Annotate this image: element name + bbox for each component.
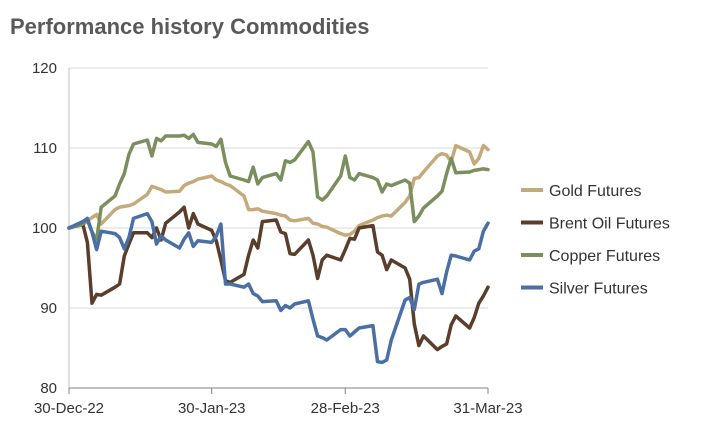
- series-line-brent-oil-futures: [67, 205, 490, 352]
- legend: Gold Futures Brent Oil Futures Copper Futu…: [521, 183, 670, 298]
- legend-label-copper-futures: Copper Futures: [549, 248, 660, 265]
- series-line-silver-futures: [67, 211, 490, 365]
- gridlines: [69, 67, 488, 309]
- series-line-gold-futures: [67, 143, 490, 237]
- y-tick-label: 90: [40, 300, 57, 317]
- x-tick-label: 28-Feb-23: [311, 400, 380, 417]
- legend-label-gold-futures: Gold Futures: [549, 183, 641, 200]
- legend-label-brent-oil-futures: Brent Oil Futures: [549, 216, 670, 233]
- x-tick-label: 30-Dec-22: [34, 400, 104, 417]
- axes: 80 90 100 110 120 30-Dec-22 30-Jan-23 28-Feb-23…: [32, 60, 523, 417]
- y-tick-label: 100: [32, 220, 57, 237]
- y-tick-label: 80: [40, 380, 57, 397]
- series-line-copper-futures: [67, 132, 490, 242]
- x-tick-label: 31-Mar-23: [453, 400, 522, 417]
- chart-title: Performance history Commodities: [10, 14, 370, 39]
- legend-label-silver-futures: Silver Futures: [549, 281, 648, 298]
- y-tick-label: 120: [32, 60, 57, 77]
- y-tick-label: 110: [33, 140, 57, 157]
- series-lines: [67, 132, 490, 365]
- x-tick-label: 30-Jan-23: [178, 400, 246, 417]
